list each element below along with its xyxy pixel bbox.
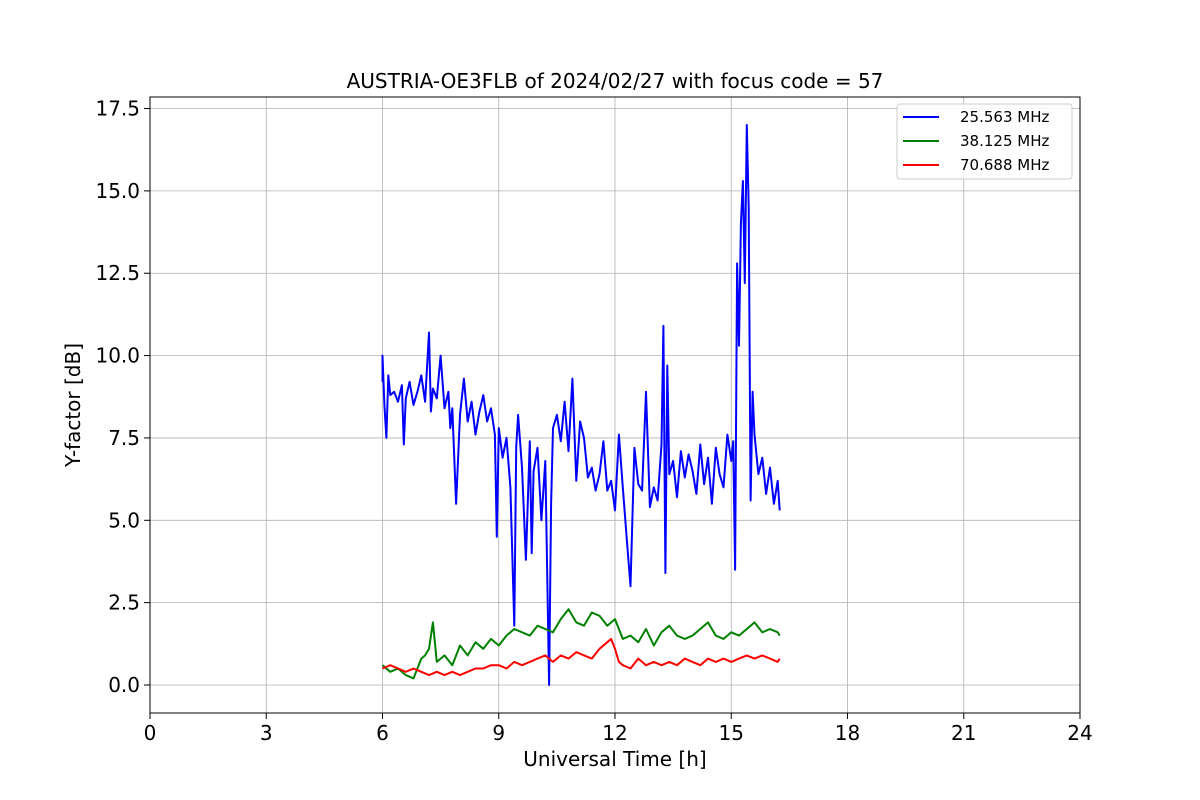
legend-label: 38.125 MHz: [960, 132, 1049, 150]
y-tick-label: 2.5: [108, 591, 140, 615]
x-tick-label: 9: [492, 721, 505, 745]
chart-title: AUSTRIA-OE3FLB of 2024/02/27 with focus …: [347, 69, 884, 93]
y-tick-label: 7.5: [108, 426, 140, 450]
y-axis-label: Y-factor [dB]: [61, 343, 85, 468]
y-tick-label: 15.0: [95, 179, 140, 203]
y-axis-ticks: 0.0 2.5 5.0 7.5 10.0 12.5 15.0 17.5: [95, 97, 150, 697]
x-tick-label: 18: [835, 721, 860, 745]
x-tick-label: 6: [376, 721, 389, 745]
x-tick-label: 12: [602, 721, 627, 745]
y-tick-label: 0.0: [108, 673, 140, 697]
y-tick-label: 10.0: [95, 344, 140, 368]
legend-entries: 25.563 MHz 38.125 MHz 70.688 MHz: [903, 108, 1049, 174]
series-line-70-688-mhz: [382, 637, 781, 677]
y-tick-label: 12.5: [95, 261, 140, 285]
series-line-25-563-mhz: [381, 124, 781, 686]
x-tick-label: 24: [1067, 721, 1092, 745]
legend: 25.563 MHz 38.125 MHz 70.688 MHz: [896, 103, 1073, 180]
x-axis-label: Universal Time [h]: [523, 747, 706, 771]
series-line-38-125-mhz: [381, 608, 781, 680]
legend-label: 70.688 MHz: [960, 156, 1049, 174]
y-tick-label: 17.5: [95, 97, 140, 121]
legend-label: 25.563 MHz: [960, 108, 1049, 126]
legend-box: [896, 103, 1073, 180]
plot-series: [381, 124, 781, 686]
x-tick-label: 0: [144, 721, 157, 745]
x-tick-label: 21: [951, 721, 976, 745]
y-tick-label: 5.0: [108, 508, 140, 532]
x-axis-ticks: 0 3 6 9 12 15 18 21 24: [144, 713, 1093, 745]
x-tick-label: 15: [719, 721, 744, 745]
x-tick-label: 3: [260, 721, 273, 745]
